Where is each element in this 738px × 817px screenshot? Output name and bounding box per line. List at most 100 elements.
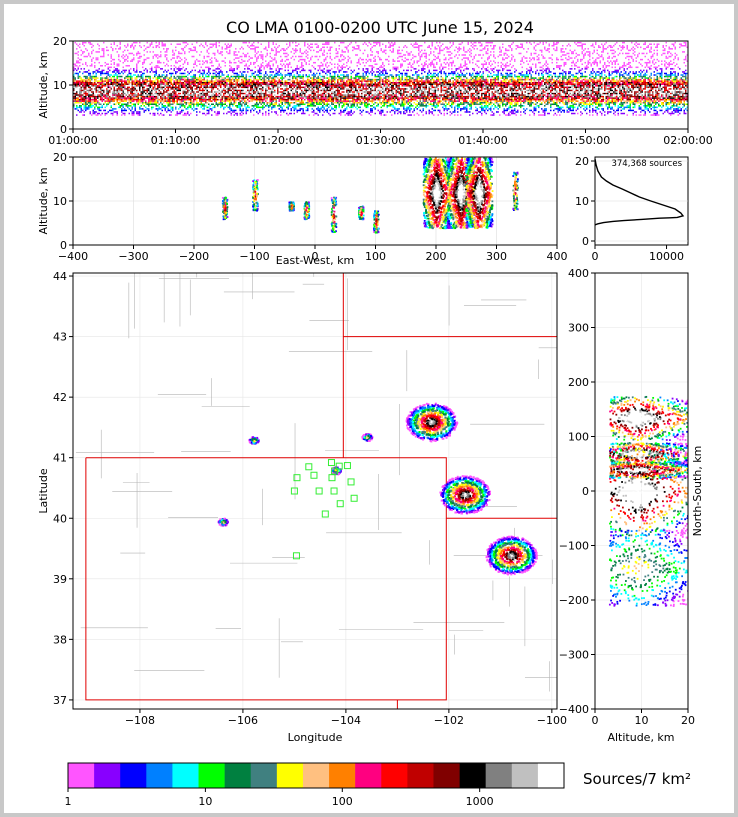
time-height-cell [89, 105, 91, 107]
time-height-cell [250, 81, 252, 84]
time-height-cell [199, 111, 201, 113]
time-height-cell [292, 78, 294, 81]
time-height-cell [122, 100, 124, 102]
time-height-cell [124, 88, 126, 90]
time-height-cell [340, 74, 342, 76]
time-height-cell [175, 80, 177, 82]
time-height-cell [247, 78, 249, 81]
time-height-cell [184, 72, 186, 75]
time-height-cell [79, 43, 81, 45]
time-height-cell [110, 105, 112, 107]
time-height-cell [314, 86, 316, 89]
time-height-cell [274, 78, 276, 81]
time-height-cell [118, 81, 120, 84]
time-height-cell [79, 71, 81, 73]
time-height-cell [325, 88, 327, 90]
time-height-cell [350, 100, 352, 102]
time-height-cell [184, 80, 186, 82]
time-height-cell [238, 66, 240, 69]
time-height-cell [347, 95, 349, 98]
time-height-cell [133, 83, 135, 85]
time-height-cell [265, 97, 267, 99]
time-height-cell [206, 72, 208, 75]
time-height-cell [152, 103, 154, 106]
time-height-cell [245, 80, 247, 82]
time-height-cell [224, 94, 226, 96]
time-height-cell [259, 72, 261, 75]
time-height-cell [139, 45, 141, 47]
time-height-cell [178, 80, 180, 82]
time-height-cell [262, 94, 264, 96]
time-height-cell [292, 81, 294, 84]
time-height-cell [238, 101, 240, 104]
time-height-cell [262, 57, 264, 59]
time-height-cell [217, 85, 219, 87]
time-height-cell [292, 97, 294, 99]
time-height-cell [100, 114, 102, 116]
time-height-cell [217, 111, 219, 113]
time-height-cell [341, 83, 343, 85]
time-height-cell [278, 68, 280, 70]
time-height-cell [325, 100, 327, 102]
time-height-cell [257, 81, 259, 84]
time-height-cell [193, 81, 195, 84]
time-height-cell [347, 89, 349, 92]
time-height-cell [146, 88, 148, 90]
time-height-cell [233, 72, 235, 75]
time-height-cell [259, 89, 261, 92]
time-height-cell [269, 86, 271, 89]
time-height-cell [232, 81, 234, 84]
time-height-cell [107, 85, 109, 87]
time-height-cell [76, 97, 78, 99]
time-height-cell [277, 74, 279, 76]
time-height-cell [287, 69, 289, 72]
time-height-cell [293, 97, 295, 99]
time-height-cell [164, 88, 166, 90]
time-height-cell [85, 41, 87, 44]
time-height-cell [223, 103, 225, 106]
time-height-cell [160, 95, 162, 98]
time-height-cell [202, 83, 204, 85]
time-height-cell [317, 109, 319, 112]
time-height-cell [289, 61, 291, 64]
time-height-cell [341, 74, 343, 76]
time-height-cell [107, 54, 109, 56]
time-height-cell [110, 80, 112, 82]
time-height-cell [125, 91, 127, 93]
time-height-cell [266, 89, 268, 92]
time-height-cell [293, 85, 295, 87]
time-height-cell [133, 114, 135, 116]
time-height-cell [202, 88, 204, 90]
time-height-cell [350, 109, 352, 112]
time-height-cell [239, 48, 241, 50]
time-height-cell [256, 60, 258, 62]
time-height-cell [299, 92, 301, 95]
time-height-cell [125, 98, 127, 101]
time-height-cell [172, 51, 174, 53]
time-height-cell [334, 101, 336, 104]
time-height-cell [83, 106, 85, 109]
time-height-cell [151, 103, 153, 106]
time-height-cell [136, 69, 138, 72]
time-height-cell [277, 97, 279, 99]
time-height-cell [157, 105, 159, 107]
time-height-cell [194, 91, 196, 93]
time-height-cell [260, 75, 262, 78]
time-height-cell [281, 77, 283, 79]
time-height-cell [253, 106, 255, 109]
time-height-cell [151, 98, 153, 101]
time-height-cell [350, 92, 352, 95]
time-height-cell [145, 86, 147, 89]
time-height-cell [298, 55, 300, 58]
time-height-cell [338, 106, 340, 109]
time-height-cell [161, 95, 163, 98]
time-height-cell [169, 101, 171, 104]
time-height-cell [224, 80, 226, 82]
time-height-cell [83, 68, 85, 70]
time-height-cell [235, 61, 237, 64]
time-height-cell [242, 109, 244, 112]
time-height-cell [193, 95, 195, 98]
time-height-cell [217, 86, 219, 89]
time-height-cell [143, 89, 145, 92]
time-height-cell [290, 109, 292, 112]
